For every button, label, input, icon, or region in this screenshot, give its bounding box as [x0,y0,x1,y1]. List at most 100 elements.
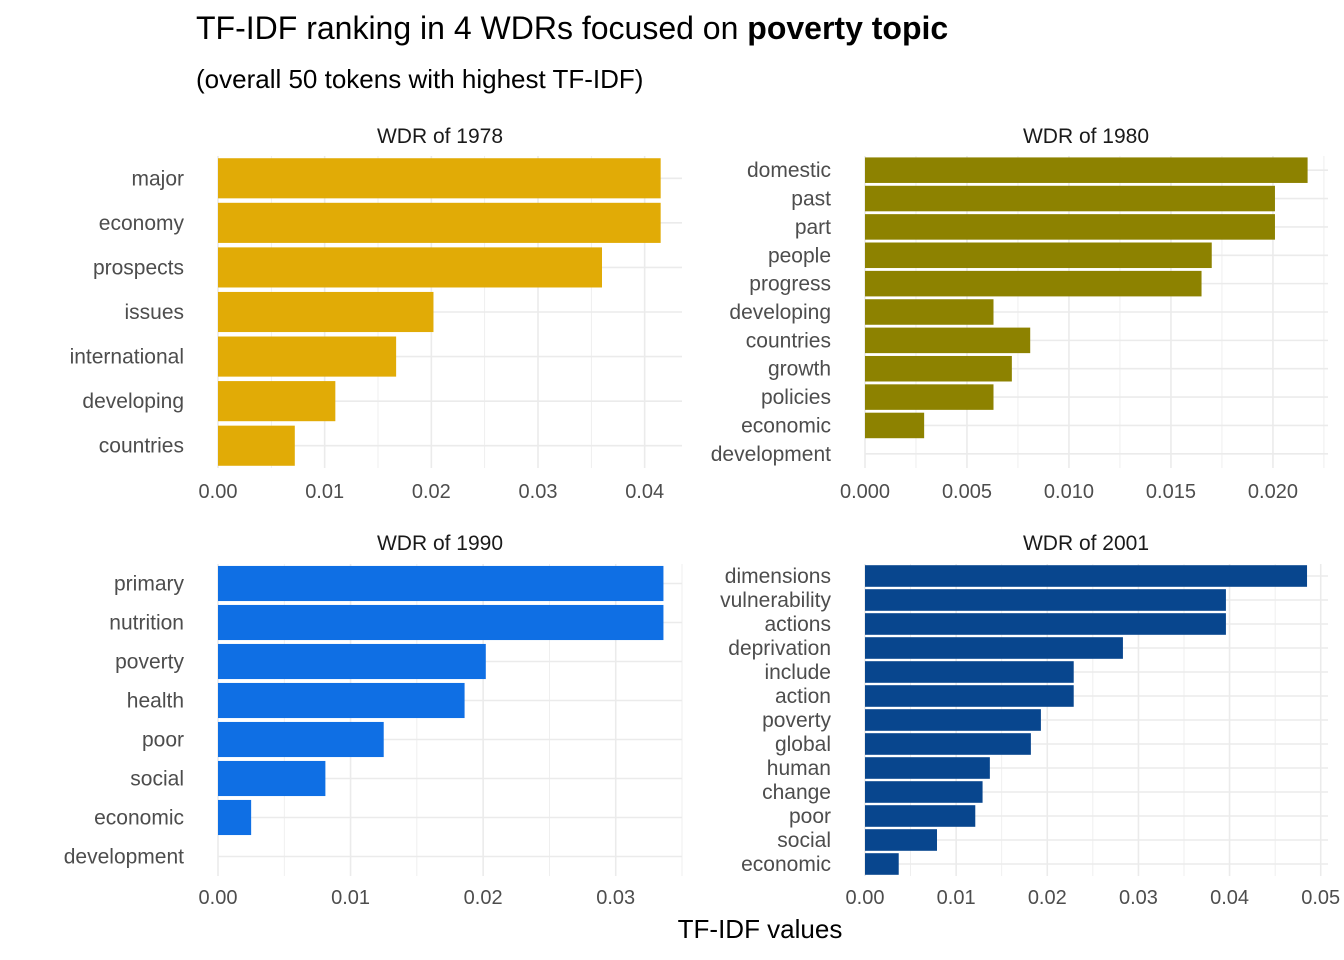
category-label: development [64,846,184,869]
category-label: action [775,685,831,708]
x-tick-label: 0.02 [1028,887,1067,909]
category-label: change [762,781,831,804]
panel-title: WDR of 1990 [377,532,503,555]
x-tick-label: 0.00 [199,481,238,503]
x-tick-label: 0.010 [1044,481,1094,503]
chart-subtitle: (overall 50 tokens with highest TF-IDF) [196,64,644,94]
category-label: countries [99,435,184,458]
bar-vulnerability [865,589,1226,611]
category-label: health [127,690,184,713]
category-label: include [764,661,831,684]
panel-1: domestic past part people progress developing… [711,125,1328,503]
category-label: economy [99,212,185,235]
bar-progress [865,270,1202,297]
category-label: development [711,443,831,466]
bar-prospects [218,247,602,288]
bar-poor [865,805,976,827]
category-label: economic [741,414,831,437]
bar-people [865,242,1212,269]
category-label: poverty [762,709,831,732]
x-tick-label: 0.01 [305,481,344,503]
bar-poverty [218,643,486,680]
category-label: deprivation [728,637,831,660]
bar-major [218,158,661,199]
bar-social [218,760,326,797]
category-label: issues [124,301,184,324]
bar-change [865,781,983,803]
category-label: economic [94,807,184,830]
x-tick-label: 0.03 [596,887,635,909]
category-label: actions [764,613,831,636]
category-label: poor [142,729,184,752]
x-tick-label: 0.00 [199,887,238,909]
category-label: human [767,757,831,780]
category-label: developing [729,301,831,324]
category-label: primary [114,573,185,596]
bar-economic [865,412,925,439]
panel-title: WDR of 1980 [1023,125,1149,148]
category-label: past [791,188,831,211]
bar-economic [865,853,899,875]
bar-action [865,685,1074,707]
bar-countries [865,327,1031,354]
panel-2: primary nutrition poverty health poor social e… [64,532,683,909]
bar-developing [865,299,994,325]
panel-title: WDR of 2001 [1023,532,1149,555]
x-tick-label: 0.03 [519,481,558,503]
bar-developing [218,381,336,422]
bar-economic [218,799,252,836]
category-label: economic [741,853,831,876]
bar-human [865,757,990,779]
bar-dimensions [865,565,1308,587]
category-label: part [795,216,831,239]
x-tick-label: 0.02 [464,887,503,909]
chart-title-prefix: TF-IDF ranking in 4 WDRs focused on [196,10,748,46]
panel-title: WDR of 1978 [377,125,503,148]
bar-social [865,829,938,851]
bar-policies [865,384,994,410]
bar-issues [218,291,434,333]
category-label: policies [761,386,831,409]
category-label: domestic [747,159,831,182]
x-axis-title: TF-IDF values [677,914,843,944]
x-tick-label: 0.00 [846,887,885,909]
bar-domestic [865,157,1308,183]
bar-countries [218,425,295,466]
category-label: social [777,829,831,852]
bar-poverty [865,709,1041,731]
category-label: major [131,167,184,190]
category-label: progress [749,273,831,296]
category-label: countries [746,329,831,352]
bar-past [865,185,1275,212]
category-label: nutrition [109,612,184,635]
x-tick-label: 0.005 [942,481,992,503]
category-label: international [70,346,184,369]
x-tick-label: 0.015 [1146,481,1196,503]
x-tick-label: 0.01 [331,887,370,909]
bar-global [865,733,1031,755]
category-label: poverty [115,651,184,674]
category-label: growth [768,358,831,381]
x-tick-label: 0.01 [937,887,976,909]
category-label: dimensions [725,565,831,588]
x-tick-label: 0.02 [412,481,451,503]
bar-health [218,682,465,719]
panel-0: major economy prospects issues international… [70,125,682,503]
x-tick-label: 0.03 [1119,887,1158,909]
chart-title: TF-IDF ranking in 4 WDRs focused on pove… [196,10,948,47]
x-tick-label: 0.000 [840,481,890,503]
category-label: developing [82,390,184,413]
bar-economy [218,202,661,243]
bar-international [218,336,397,377]
category-label: people [768,244,831,267]
bar-include [865,661,1074,683]
bar-part [865,214,1275,240]
category-label: social [130,768,184,791]
bar-actions [865,613,1226,635]
bar-nutrition [218,604,664,641]
x-tick-label: 0.020 [1248,481,1298,503]
bar-deprivation [865,637,1123,659]
category-label: poor [789,805,831,828]
category-label: prospects [93,256,184,279]
